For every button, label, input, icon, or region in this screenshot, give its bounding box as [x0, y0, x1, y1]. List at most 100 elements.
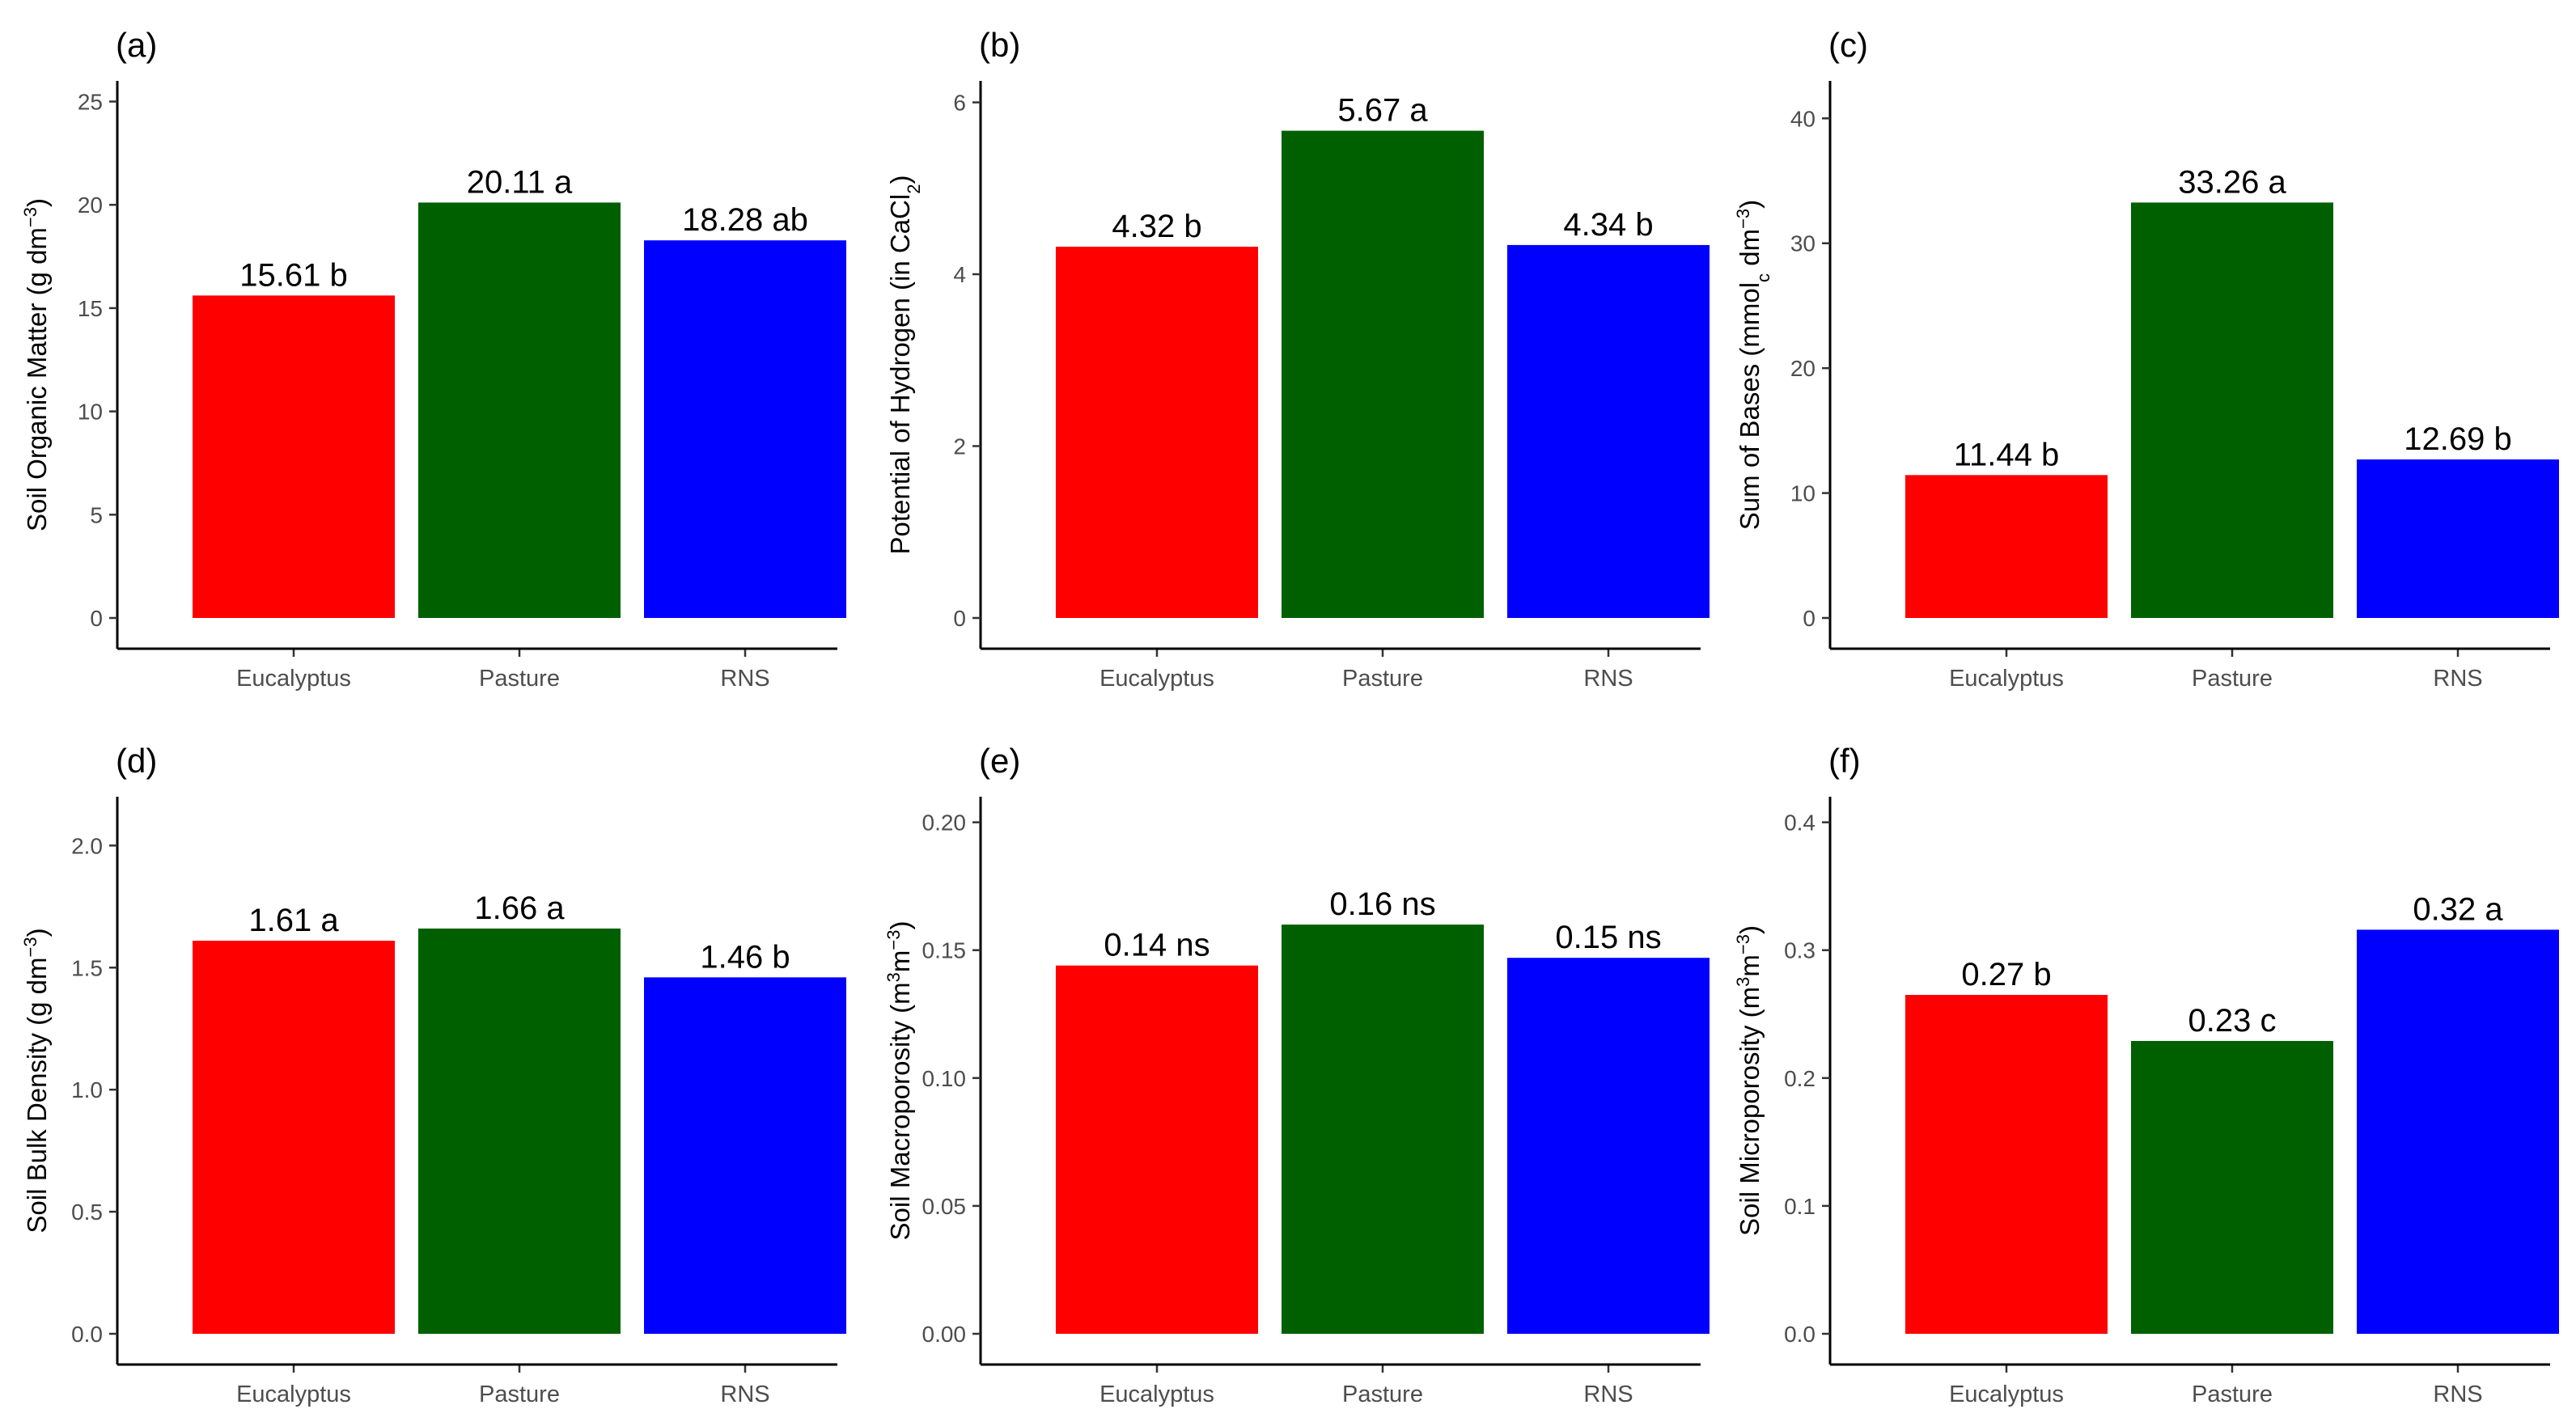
- x-tick-label: Eucalyptus: [1099, 1382, 1214, 1407]
- bar-label-pasture: 0.23 c: [2188, 1003, 2277, 1039]
- panel-label: (d): [116, 742, 157, 780]
- y-axis-title: Soil Macroporosity (m3m−3): [883, 921, 916, 1241]
- y-tick-label: 10: [1790, 481, 1815, 506]
- bar-label-rns: 12.69 b: [2404, 421, 2511, 457]
- x-tick-label: RNS: [2433, 666, 2482, 692]
- panel-label: (f): [1828, 742, 1861, 780]
- bar-label-pasture: 5.67 a: [1337, 93, 1428, 129]
- bar-label-eucalyptus: 1.61 a: [248, 903, 339, 938]
- bar-rns: [644, 977, 846, 1334]
- chart-panel-e: (e) 0.14 ns Eucalyptus 0.16 ns Pasture 0.15 n…: [883, 742, 1710, 1407]
- bar-label-rns: 18.28 ab: [682, 202, 808, 238]
- y-tick-label: 0: [1803, 606, 1815, 631]
- bar-label-rns: 0.32 a: [2413, 891, 2503, 927]
- bar-label-eucalyptus: 0.27 b: [1961, 957, 2051, 992]
- chart-panel-f: (f) 0.27 b Eucalyptus 0.23 c Pasture 0.32 a RN…: [1733, 742, 2559, 1407]
- y-tick-label: 2.0: [71, 833, 103, 858]
- bar-label-pasture: 1.66 a: [474, 891, 565, 926]
- bar-label-eucalyptus: 11.44 b: [1954, 437, 2060, 472]
- y-tick-label: 0.15: [922, 938, 967, 963]
- y-tick-label: 15: [78, 296, 103, 321]
- chart-panel-d: (d) 1.61 a Eucalyptus 1.66 a Pasture 1.46 b RN…: [20, 742, 846, 1407]
- y-tick-label: 0.20: [922, 810, 967, 836]
- y-axis-title: Soil Microporosity (m3m−3): [1733, 925, 1765, 1236]
- y-tick-label: 0.2: [1784, 1066, 1815, 1091]
- y-tick-label: 0.05: [922, 1194, 967, 1219]
- bar-label-rns: 4.34 b: [1563, 207, 1653, 243]
- bar-label-eucalyptus: 15.61 b: [239, 257, 347, 293]
- x-tick-label: Eucalyptus: [236, 666, 351, 692]
- y-axis-title: Soil Bulk Density (g dm−3): [20, 928, 53, 1233]
- y-tick-label: 0.00: [922, 1322, 967, 1347]
- x-tick-label: Eucalyptus: [1949, 666, 2064, 692]
- bar-eucalyptus: [1056, 247, 1258, 618]
- bar-label-rns: 1.46 b: [700, 939, 790, 975]
- x-tick-label: Eucalyptus: [1099, 666, 1214, 692]
- y-tick-label: 25: [78, 90, 103, 115]
- x-tick-label: Pasture: [1342, 666, 1423, 692]
- y-tick-label: 20: [1790, 356, 1815, 381]
- bar-pasture: [2131, 202, 2333, 619]
- x-tick-label: RNS: [1583, 666, 1633, 692]
- bar-pasture: [1282, 925, 1484, 1334]
- chart-panel-c: (c) 11.44 b Eucalyptus 33.26 a Pasture 12.69 …: [1733, 26, 2559, 692]
- panel-label: (a): [116, 26, 157, 64]
- y-tick-label: 10: [78, 400, 103, 425]
- x-tick-label: Pasture: [479, 666, 560, 692]
- y-axis-title: Sum of Bases (mmolc dm−3): [1733, 200, 1773, 530]
- panel-label: (e): [979, 742, 1020, 780]
- chart-panel-b: (b) 4.32 b Eucalyptus 5.67 a Pasture 4.34 b RN…: [885, 26, 1710, 692]
- x-tick-label: Pasture: [2192, 1382, 2273, 1407]
- panel-label: (b): [979, 26, 1020, 64]
- bar-pasture: [2131, 1040, 2333, 1334]
- x-tick-label: Eucalyptus: [1949, 1382, 2064, 1407]
- x-tick-label: RNS: [720, 1382, 769, 1407]
- bar-eucalyptus: [1905, 995, 2108, 1334]
- y-tick-label: 1.0: [71, 1077, 103, 1102]
- bar-rns: [1507, 958, 1710, 1334]
- bar-label-pasture: 0.16 ns: [1329, 886, 1435, 922]
- y-tick-label: 40: [1790, 106, 1815, 131]
- y-tick-label: 0.0: [1784, 1322, 1815, 1347]
- x-tick-label: Eucalyptus: [236, 1382, 351, 1407]
- bar-pasture: [418, 928, 621, 1334]
- y-tick-label: 30: [1790, 231, 1815, 256]
- bar-eucalyptus: [193, 941, 395, 1334]
- y-axis-title: Potential of Hydrogen (in CaCl2): [885, 176, 924, 555]
- y-tick-label: 0.0: [71, 1322, 103, 1347]
- bar-pasture: [418, 202, 621, 619]
- y-tick-label: 0: [953, 606, 966, 631]
- y-tick-label: 6: [953, 91, 966, 116]
- bar-rns: [1507, 244, 1710, 618]
- bar-rns: [644, 240, 846, 618]
- y-tick-label: 0.5: [71, 1200, 103, 1225]
- bar-label-eucalyptus: 0.14 ns: [1104, 928, 1210, 963]
- bar-pasture: [1282, 130, 1484, 618]
- x-tick-label: RNS: [1583, 1382, 1633, 1407]
- panel-label: (c): [1828, 26, 1868, 64]
- bar-label-rns: 0.15 ns: [1555, 920, 1661, 955]
- x-tick-label: RNS: [2433, 1382, 2482, 1407]
- y-tick-label: 0.3: [1784, 938, 1815, 963]
- y-tick-label: 1.5: [71, 955, 103, 980]
- y-tick-label: 0.4: [1784, 810, 1815, 836]
- x-tick-label: Pasture: [1342, 1382, 1423, 1407]
- bar-rns: [2357, 459, 2559, 618]
- bar-label-pasture: 20.11 a: [467, 164, 573, 200]
- y-axis-title: Soil Organic Matter (g dm−3): [20, 198, 53, 531]
- x-tick-label: Pasture: [479, 1382, 560, 1407]
- y-tick-label: 0: [90, 606, 103, 631]
- bar-eucalyptus: [1056, 965, 1258, 1334]
- bar-eucalyptus: [1905, 475, 2108, 618]
- bar-label-pasture: 33.26 a: [2178, 164, 2286, 200]
- y-tick-label: 4: [953, 262, 966, 287]
- bar-eucalyptus: [193, 295, 395, 618]
- y-tick-label: 20: [78, 193, 103, 218]
- y-tick-label: 0.10: [922, 1066, 967, 1091]
- bar-label-eucalyptus: 4.32 b: [1112, 209, 1201, 244]
- bar-rns: [2357, 929, 2559, 1334]
- y-tick-label: 2: [953, 434, 966, 459]
- chart-panel-a: (a) 15.61 b Eucalyptus 20.11 a Pasture 18.28 …: [20, 26, 846, 692]
